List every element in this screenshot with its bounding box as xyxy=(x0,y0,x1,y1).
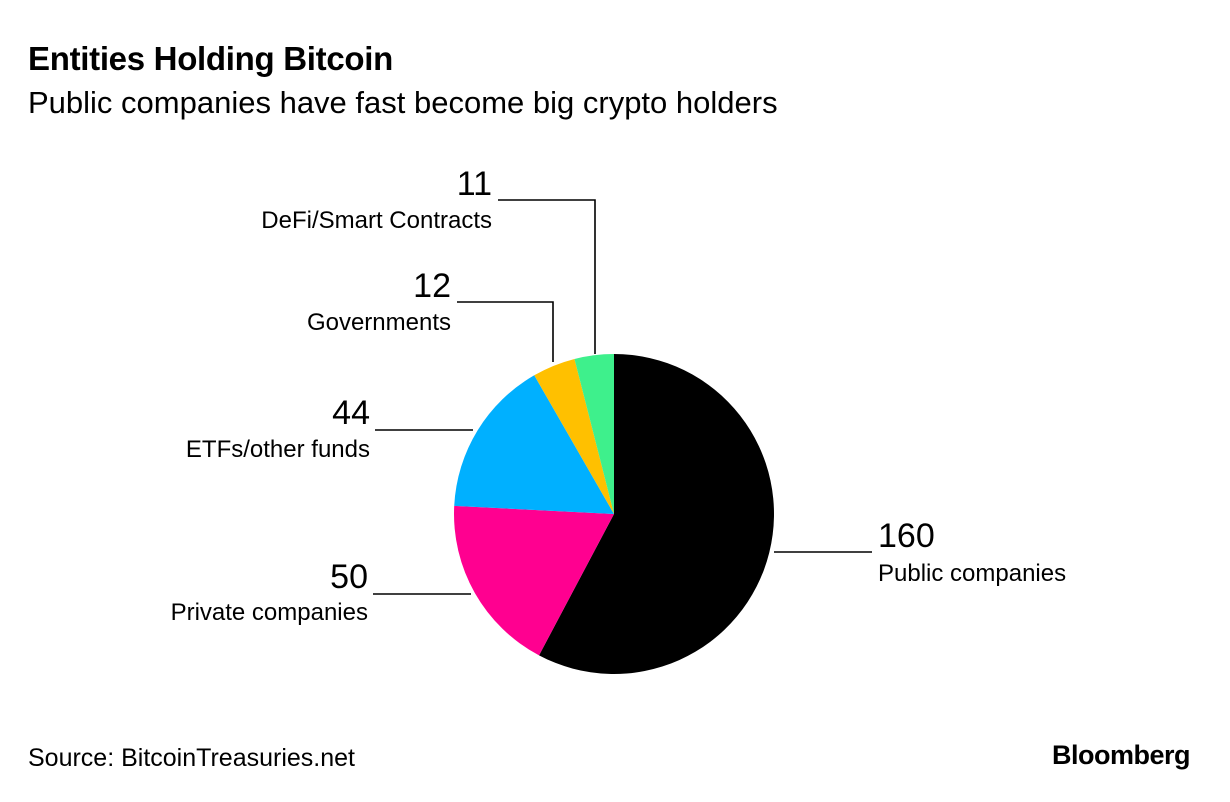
slice-labels: 160 Public companies 50 Private companies 44… xyxy=(171,165,1067,626)
pie-slice-governments xyxy=(534,358,614,514)
source-note: Source: BitcoinTreasuries.net xyxy=(28,744,356,772)
category-label-public-companies: Public companies xyxy=(878,560,1066,587)
chart-subtitle: Public companies have fast become big cr… xyxy=(28,85,778,120)
value-label-private-companies: 50 xyxy=(330,558,368,596)
category-label-governments: Governments xyxy=(307,309,451,336)
category-label-etfs-other-funds: ETFs/other funds xyxy=(186,436,370,463)
leader-line-governments xyxy=(457,301,554,362)
pie-slice-private-companies xyxy=(454,505,614,656)
category-label-defi-smart-contracts: DeFi/Smart Contracts xyxy=(261,207,492,234)
chart-title: Entities Holding Bitcoin xyxy=(28,40,393,77)
leader-line-defi-smart-contracts xyxy=(498,199,596,354)
pie-slice-defi-smart-contracts xyxy=(574,354,614,514)
value-label-etfs-other-funds: 44 xyxy=(332,394,370,432)
label-leader-lines xyxy=(373,199,872,595)
bloomberg-logo: Bloomberg xyxy=(1051,740,1191,770)
value-label-defi-smart-contracts: 11 xyxy=(457,165,492,203)
value-label-public-companies: 160 xyxy=(878,517,935,555)
pie-slice-public-companies xyxy=(539,354,774,675)
pie-slices xyxy=(454,354,774,675)
pie-slice-etfs-other-funds xyxy=(454,375,614,514)
category-label-private-companies: Private companies xyxy=(171,599,368,626)
value-label-governments: 12 xyxy=(413,267,451,305)
